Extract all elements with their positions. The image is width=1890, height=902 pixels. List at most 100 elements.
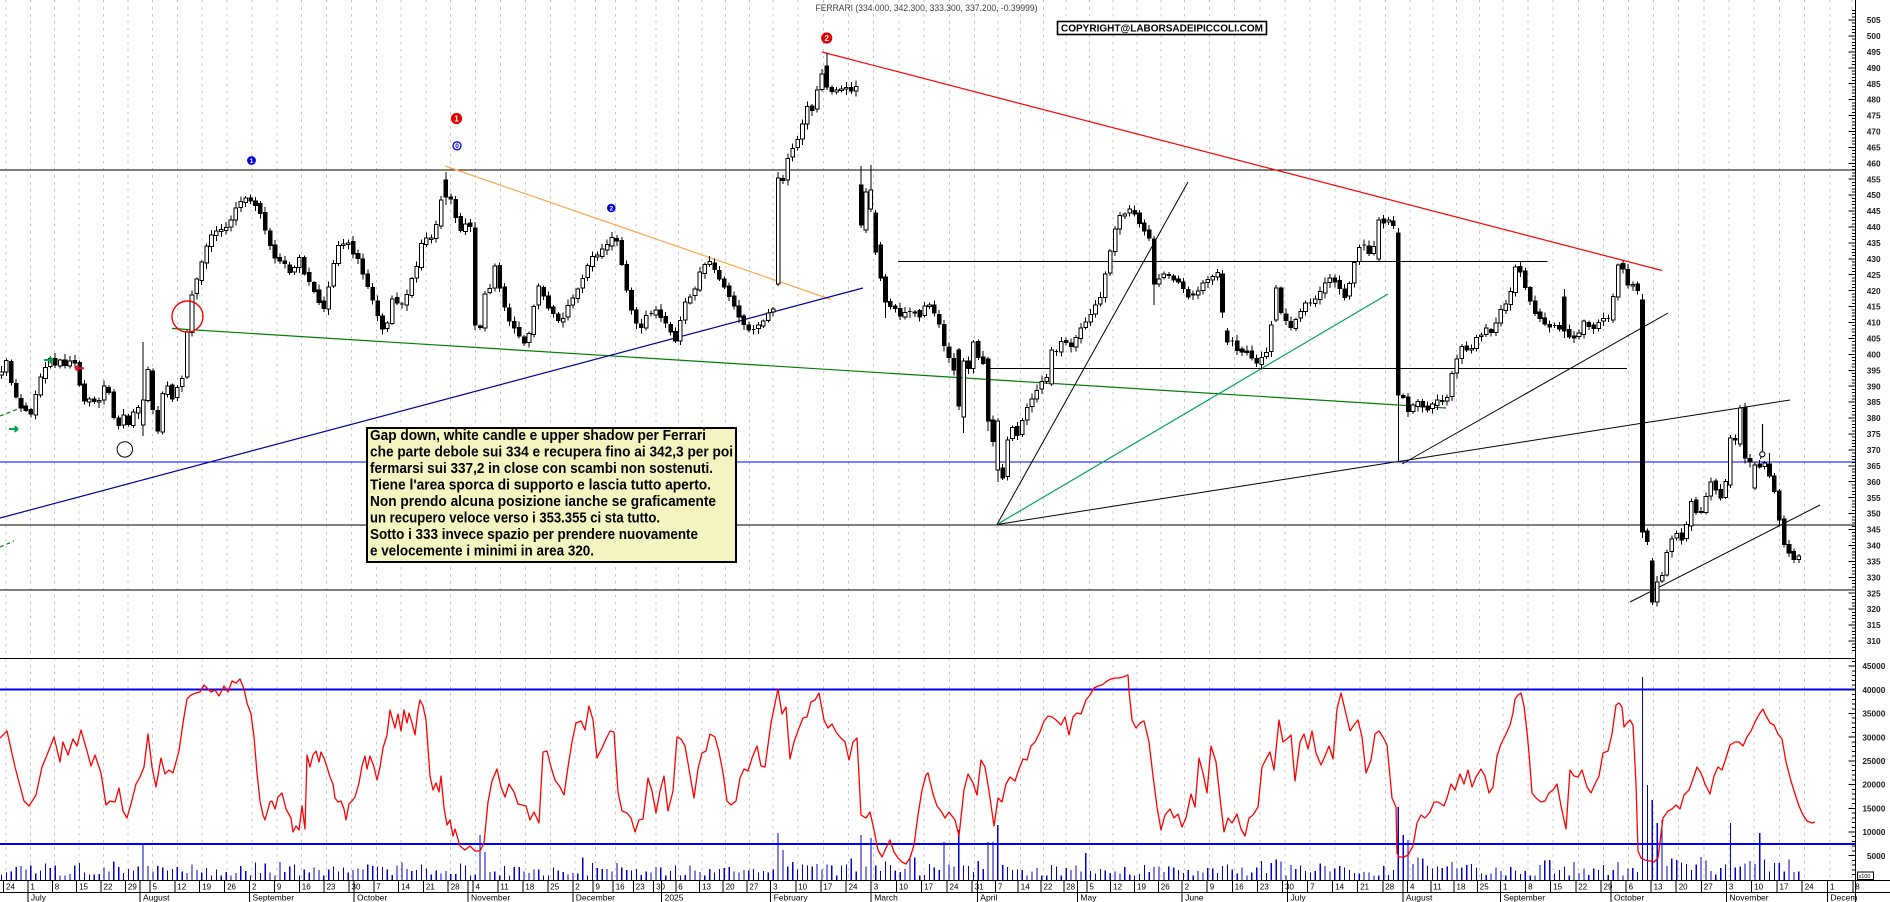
svg-text:July: July [31, 893, 47, 902]
svg-text:7: 7 [376, 883, 381, 892]
svg-text:25: 25 [1480, 883, 1489, 892]
svg-text:2: 2 [824, 34, 829, 43]
svg-text:480: 480 [1867, 95, 1881, 105]
svg-text:October: October [1614, 893, 1644, 902]
svg-text:24: 24 [1805, 883, 1814, 892]
svg-text:45000: 45000 [1862, 661, 1885, 671]
svg-text:460: 460 [1867, 158, 1881, 168]
svg-text:6: 6 [678, 883, 683, 892]
svg-text:16: 16 [616, 883, 625, 892]
svg-text:340: 340 [1867, 541, 1881, 551]
svg-text:COPYRIGHT@LABORSADEIPICCOLI.CO: COPYRIGHT@LABORSADEIPICCOLI.COM [1061, 23, 1263, 35]
svg-text:410: 410 [1867, 318, 1881, 328]
svg-text:16: 16 [1235, 883, 1244, 892]
svg-text:14: 14 [401, 883, 410, 892]
svg-text:17: 17 [823, 883, 832, 892]
svg-text:24: 24 [849, 883, 858, 892]
svg-text:5: 5 [1089, 883, 1094, 892]
svg-text:435: 435 [1867, 238, 1881, 248]
svg-text:5: 5 [153, 883, 158, 892]
svg-text:March: March [874, 893, 898, 902]
svg-text:Non prendo alcuna posizione ia: Non prendo alcuna posizione ianche se gr… [370, 493, 716, 510]
svg-text:3: 3 [773, 883, 778, 892]
svg-text:10000: 10000 [1862, 827, 1885, 837]
svg-text:27: 27 [749, 883, 758, 892]
svg-text:11: 11 [500, 883, 509, 892]
svg-text:August: August [1406, 893, 1433, 902]
svg-text:4: 4 [1410, 883, 1415, 892]
svg-text:5000: 5000 [1867, 851, 1886, 861]
svg-text:23: 23 [1260, 883, 1269, 892]
svg-text:Decem: Decem [1831, 893, 1858, 902]
svg-text:December: December [576, 893, 615, 902]
svg-text:8: 8 [1528, 883, 1533, 892]
svg-text:29: 29 [128, 883, 137, 892]
svg-text:445: 445 [1867, 206, 1881, 216]
svg-text:19: 19 [1137, 883, 1146, 892]
svg-text:420: 420 [1867, 286, 1881, 296]
svg-text:360: 360 [1867, 477, 1881, 487]
svg-text:25000: 25000 [1862, 756, 1885, 766]
svg-text:July: July [1291, 893, 1307, 902]
svg-text:November: November [471, 893, 510, 902]
svg-text:fermarsi sui 337,2 in close co: fermarsi sui 337,2 in close con scambi n… [370, 460, 713, 477]
svg-text:2: 2 [252, 883, 257, 892]
svg-text:1: 1 [454, 114, 459, 123]
svg-text:April: April [980, 893, 997, 902]
svg-text:310: 310 [1867, 636, 1881, 646]
svg-text:370: 370 [1867, 445, 1881, 455]
svg-text:475: 475 [1867, 111, 1881, 121]
svg-text:455: 455 [1867, 174, 1881, 184]
svg-text:21: 21 [1360, 883, 1369, 892]
svg-text:14: 14 [1335, 883, 1344, 892]
svg-text:350: 350 [1867, 509, 1881, 519]
svg-text:26: 26 [1161, 883, 1170, 892]
svg-text:Sotto i 333 invece spazio per: Sotto i 333 invece spazio per prendere n… [370, 526, 698, 543]
svg-text:che parte debole sui 334 e rec: che parte debole sui 334 e recupera fino… [370, 443, 733, 460]
svg-text:10: 10 [899, 883, 908, 892]
svg-text:2025: 2025 [665, 893, 684, 902]
svg-text:May: May [1080, 893, 1097, 902]
svg-text:8: 8 [1855, 883, 1860, 892]
svg-text:405: 405 [1867, 334, 1881, 344]
svg-text:13: 13 [1654, 883, 1663, 892]
svg-text:315: 315 [1867, 620, 1881, 630]
svg-text:500: 500 [1867, 31, 1881, 41]
svg-text:2: 2 [575, 883, 580, 892]
svg-text:355: 355 [1867, 493, 1881, 503]
svg-text:x100: x100 [1859, 874, 1871, 880]
svg-text:35000: 35000 [1862, 709, 1885, 719]
svg-text:3: 3 [874, 883, 879, 892]
svg-text:17: 17 [1780, 883, 1789, 892]
svg-text:28: 28 [451, 883, 460, 892]
svg-text:September: September [1504, 893, 1546, 902]
svg-text:1: 1 [30, 883, 35, 892]
svg-text:20000: 20000 [1862, 780, 1885, 790]
svg-text:un recupero veloce verso i 353: un recupero veloce verso i 353.355 ci st… [370, 509, 660, 526]
svg-text:490: 490 [1867, 63, 1881, 73]
svg-text:4: 4 [476, 883, 481, 892]
svg-text:395: 395 [1867, 365, 1881, 375]
svg-text:29: 29 [1604, 883, 1613, 892]
svg-text:7: 7 [998, 883, 1003, 892]
svg-text:390: 390 [1867, 381, 1881, 391]
svg-text:15: 15 [1553, 883, 1562, 892]
svg-text:16: 16 [302, 883, 311, 892]
svg-text:440: 440 [1867, 222, 1881, 232]
svg-text:0: 0 [455, 143, 459, 150]
svg-text:380: 380 [1867, 413, 1881, 423]
svg-text:385: 385 [1867, 397, 1881, 407]
svg-text:505: 505 [1867, 15, 1881, 25]
svg-text:10: 10 [1754, 883, 1763, 892]
svg-text:15: 15 [79, 883, 88, 892]
svg-text:June: June [1185, 893, 1204, 902]
svg-text:Tiene l'area sporca di support: Tiene l'area sporca di supporto e lascia… [370, 476, 711, 493]
svg-text:9: 9 [1210, 883, 1215, 892]
svg-text:7: 7 [1310, 883, 1315, 892]
svg-text:9: 9 [596, 883, 601, 892]
svg-text:30: 30 [352, 883, 361, 892]
svg-text:9: 9 [277, 883, 282, 892]
svg-text:2: 2 [1185, 883, 1190, 892]
svg-text:e velocemente i minimi in area: e velocemente i minimi in area 320. [370, 542, 594, 559]
svg-text:400: 400 [1867, 350, 1881, 360]
